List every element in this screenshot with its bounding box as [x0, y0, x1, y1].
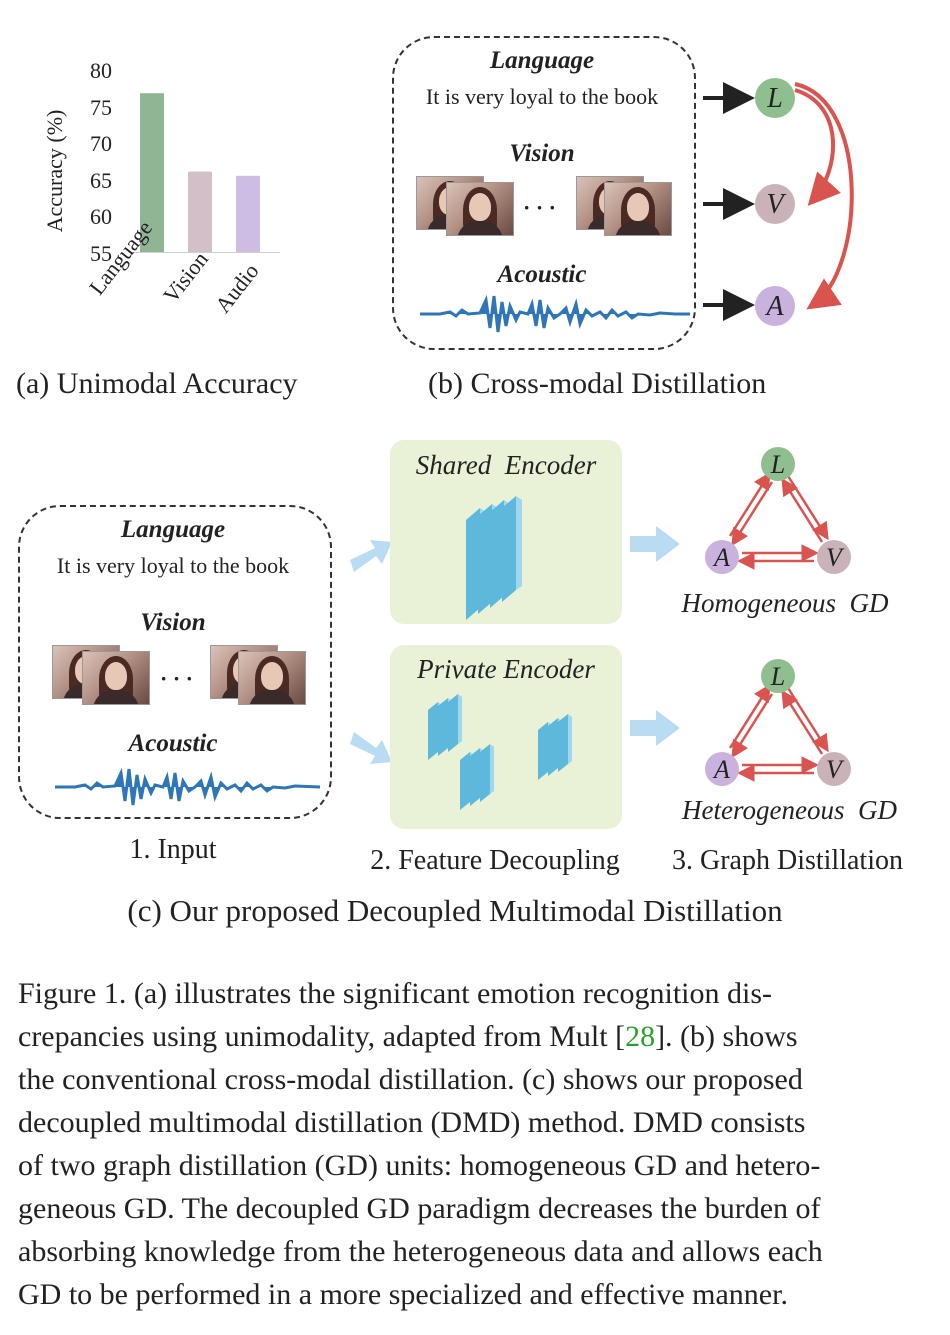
sentence-text: It is very loyal to the book — [425, 84, 659, 109]
node-a: A — [712, 755, 730, 784]
acoustic-title: Acoustic — [497, 261, 587, 288]
bar-vision — [188, 171, 212, 252]
y-axis-label: Accuracy (%) — [42, 109, 67, 233]
ellipsis: · · · — [523, 195, 557, 220]
vision-title: Vision — [509, 140, 575, 167]
caption-line: geneous GD. The decoupled GD paradigm de… — [18, 1192, 821, 1225]
ellipsis: · · · — [160, 666, 194, 691]
y-tick-65: 65 — [90, 168, 112, 193]
node-a: A — [712, 543, 730, 572]
vision-title: Vision — [140, 609, 206, 636]
bar-language — [140, 93, 164, 252]
shared-encoder-label: Shared Encoder — [415, 450, 597, 480]
sentence-text: It is very loyal to the book — [56, 553, 290, 578]
y-tick-75: 75 — [90, 95, 112, 120]
node-l: L — [766, 83, 783, 114]
input-pane-c — [18, 505, 332, 819]
step-3-label: 3. Graph Distillation — [672, 845, 903, 876]
heterogeneous-gd-label: Heterogeneous GD — [682, 795, 897, 825]
cross-modal-graph: L V A — [703, 78, 854, 326]
audio-waveform — [55, 767, 320, 806]
node-v: V — [766, 189, 786, 220]
caption-c: (c) Our proposed Decoupled Multimodal Di… — [127, 893, 783, 928]
caption-line: Figure 1. (a) illustrates the significan… — [18, 977, 772, 1010]
figure-caption: Figure 1. (a) illustrates the significan… — [18, 972, 933, 1316]
caption-line: of two graph distillation (GD) units: ho… — [18, 1149, 821, 1182]
acoustic-title: Acoustic — [128, 730, 218, 757]
node-l: L — [770, 662, 785, 691]
caption-b: (b) Cross-modal Distillation — [428, 367, 767, 400]
bar-plot-area — [130, 93, 280, 253]
step-1-label: 1. Input — [129, 834, 217, 865]
y-tick-80: 80 — [90, 58, 112, 83]
language-title: Language — [489, 47, 595, 74]
homogeneous-gd-graph: L A V — [705, 447, 851, 574]
step-2-label: 2. Feature Decoupling — [370, 845, 620, 876]
y-tick-70: 70 — [90, 131, 112, 156]
video-frame — [604, 182, 672, 236]
bar-audio — [236, 175, 260, 252]
node-v: V — [826, 543, 845, 572]
video-frame — [446, 182, 514, 236]
caption-line: the conventional cross-modal distillatio… — [18, 1063, 803, 1096]
caption-line: GD to be performed in a more specialized… — [18, 1278, 788, 1311]
shared-encoder-layers — [466, 496, 522, 620]
caption-line: absorbing knowledge from the heterogeneo… — [18, 1235, 823, 1268]
citation-link[interactable]: 28 — [625, 1020, 656, 1053]
node-v: V — [826, 755, 845, 784]
node-l: L — [770, 450, 785, 479]
node-a: A — [764, 291, 784, 322]
language-title: Language — [120, 516, 226, 543]
homogeneous-gd-label: Homogeneous GD — [681, 588, 889, 618]
audio-waveform — [420, 294, 690, 333]
caption-line: decoupled multimodal distillation (DMD) … — [18, 1106, 806, 1139]
caption-a: (a) Unimodal Accuracy — [16, 367, 298, 400]
heterogeneous-gd-graph: L A V — [705, 659, 851, 786]
y-tick-55: 55 — [90, 241, 112, 266]
private-encoder-layers — [428, 694, 572, 810]
video-frame — [238, 651, 306, 705]
flow-arrows — [350, 526, 680, 764]
y-tick-60: 60 — [90, 204, 112, 229]
private-encoder-label: Private Encoder — [417, 654, 595, 684]
video-frame — [82, 651, 150, 705]
caption-line: crepancies using unimodality, adapted fr… — [18, 1020, 798, 1053]
input-pane-b — [392, 36, 696, 350]
